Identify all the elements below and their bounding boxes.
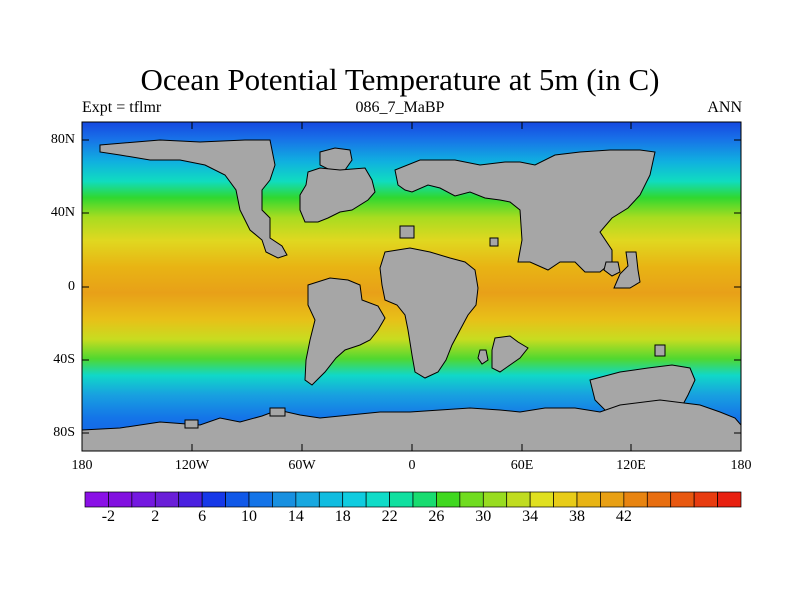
colorbar-box	[108, 491, 133, 508]
colorbar	[84, 491, 742, 508]
colorbar-box	[623, 491, 648, 508]
lon-tick-180e: 180	[730, 458, 752, 473]
colorbar-box	[693, 491, 718, 508]
colorbar-box	[389, 491, 414, 508]
colorbar-label: 18	[334, 508, 351, 525]
colorbar-label: 42	[615, 508, 632, 525]
lat-tick-0: 0	[68, 279, 75, 294]
colorbar-box	[342, 491, 367, 508]
colorbar-box	[482, 491, 508, 508]
colorbar-box	[670, 491, 695, 508]
colorbar-box	[717, 491, 742, 508]
colorbar-box	[646, 491, 672, 508]
colorbar-box	[459, 491, 484, 508]
land-south-america	[304, 277, 386, 386]
colorbar-box	[84, 491, 109, 508]
lon-tick-60e: 60E	[510, 458, 534, 473]
tick-marks	[81, 122, 742, 451]
lat-tick-80s: 80S	[53, 425, 75, 440]
land-arabia	[491, 335, 529, 373]
colorbar-box	[154, 491, 180, 508]
colorbar-label: 2	[151, 508, 160, 525]
colorbar-box	[225, 491, 250, 508]
land-india-islet	[654, 344, 666, 357]
land-greenland	[319, 147, 353, 171]
lon-tick-0: 0	[408, 458, 416, 473]
colorbar-box	[272, 491, 297, 508]
land-madagascar	[477, 349, 489, 365]
colorbar-label: 14	[287, 508, 304, 525]
colorbar-box	[318, 491, 344, 508]
colorbar-label: 38	[569, 508, 585, 525]
colorbar-label: -2	[101, 508, 116, 525]
land-north-iberia-block	[399, 225, 415, 239]
land-japan-arc	[613, 251, 641, 289]
land-antarctica	[82, 399, 741, 451]
land-north-america	[99, 139, 288, 259]
continents	[82, 139, 741, 451]
colorbar-label: 30	[475, 508, 492, 525]
lon-tick-60w: 60W	[288, 458, 316, 473]
colorbar-box	[295, 491, 320, 508]
land-europe	[299, 167, 376, 223]
lon-tick-180w: 180	[71, 458, 93, 473]
land-antarctic-islet-2	[269, 407, 286, 417]
colorbar-box	[436, 491, 461, 508]
lat-tick-40s: 40S	[53, 352, 75, 367]
colorbar-box	[412, 491, 437, 508]
colorbar-label: 34	[522, 508, 539, 525]
colorbar-label: 6	[198, 508, 207, 525]
colorbar-box	[506, 491, 531, 508]
lon-tick-120w: 120W	[174, 458, 210, 473]
colorbar-box	[365, 491, 390, 508]
land-antarctic-islet-1	[184, 419, 199, 429]
colorbar-box	[131, 491, 156, 508]
colorbar-box	[529, 491, 554, 508]
lon-tick-120e: 120E	[616, 458, 646, 473]
land-africa	[379, 247, 479, 379]
experiment-label: Expt = tflmr	[82, 99, 162, 116]
colorbar-box	[600, 491, 625, 508]
season-label: ANN	[707, 99, 742, 116]
chart-title: Ocean Potential Temperature at 5m (in C)	[140, 62, 660, 97]
colorbar-box	[178, 491, 203, 508]
lat-tick-40n: 40N	[50, 205, 75, 220]
colorbar-box	[553, 491, 578, 508]
colorbar-label: 26	[428, 508, 445, 525]
lat-tick-80n: 80N	[50, 132, 75, 147]
land-north-asia	[394, 149, 656, 273]
colorbar-box	[248, 491, 273, 508]
age-label: 086_7_MaBP	[355, 99, 445, 116]
colorbar-label: 22	[381, 508, 398, 525]
land-middle-east-islet	[489, 237, 499, 247]
colorbar-label: 10	[241, 508, 257, 525]
colorbar-box	[201, 491, 226, 508]
land-southeast-asia	[603, 261, 621, 277]
colorbar-box	[576, 491, 601, 508]
